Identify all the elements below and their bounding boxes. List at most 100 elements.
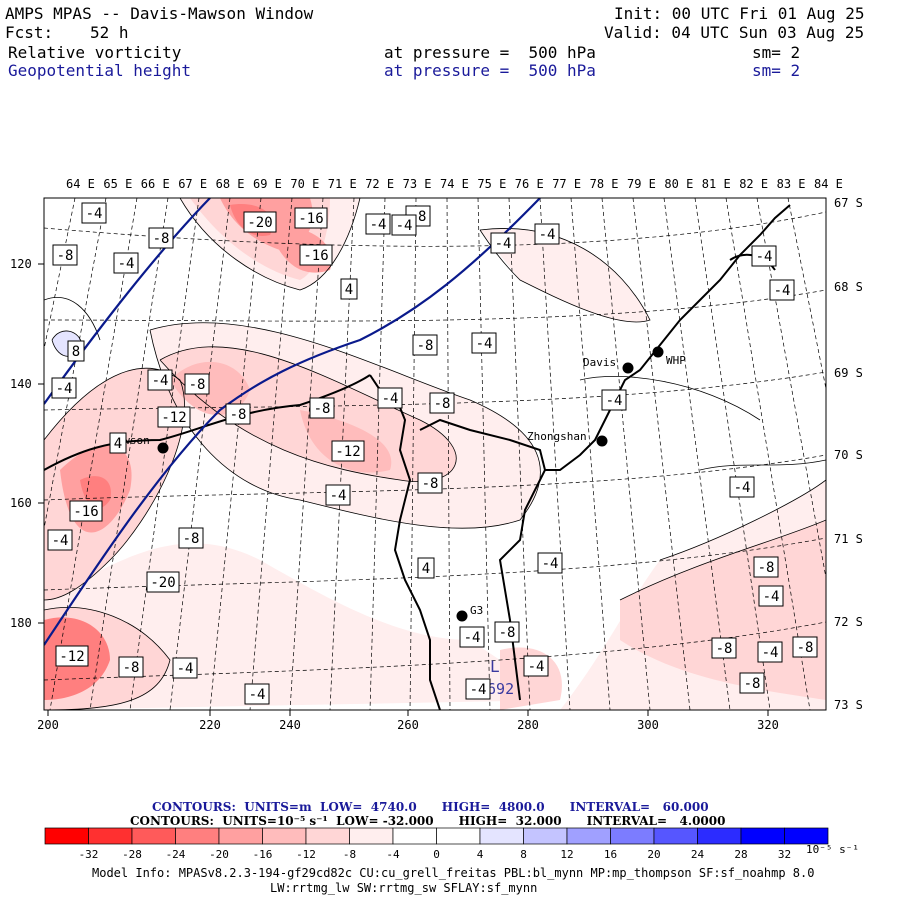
colorbar-label: 4 — [477, 848, 484, 861]
station-davis-marker — [622, 362, 634, 374]
map-title: AMPS MPAS -- Davis-Mawson Window — [5, 4, 314, 23]
x-tick-label: 220 — [199, 718, 221, 732]
svg-text:-4: -4 — [762, 645, 779, 661]
colorbar-cell — [697, 827, 742, 845]
svg-text:-4: -4 — [382, 391, 399, 407]
colorbar-cell — [523, 827, 568, 845]
svg-text:-4: -4 — [606, 393, 623, 409]
svg-text:4: 4 — [345, 282, 353, 298]
contour-label: -8 — [739, 672, 765, 694]
x-tick-label: 280 — [517, 718, 539, 732]
valid-time: Valid: 04 UTC Sun 03 Aug 25 — [604, 23, 865, 42]
colorbar-cell — [740, 827, 785, 845]
svg-text:-4: -4 — [756, 249, 773, 265]
svg-text:-8: -8 — [716, 641, 733, 657]
contour-label: -8 — [184, 373, 210, 395]
lon-label: 66 E — [141, 177, 170, 191]
colorbar-cell — [349, 827, 394, 845]
svg-text:-4: -4 — [249, 687, 266, 703]
station-label: G3 — [470, 604, 483, 617]
station-zhongshan-marker — [596, 435, 608, 447]
contour-label: -4 — [147, 369, 173, 391]
station-label: Zhongshan — [527, 430, 587, 443]
contour-label: -12 — [55, 645, 89, 667]
contour-label: -8 — [417, 472, 443, 494]
colorbar-label: -24 — [166, 848, 186, 861]
colorbar-cell — [479, 827, 524, 845]
colorbar: -32 -28 -24 -20 -16 -12 -8 -4 0 4 8 12 16 20 24 28 32 10… — [44, 827, 859, 861]
svg-text:-4: -4 — [774, 283, 791, 299]
lon-label: 77 E — [552, 177, 581, 191]
svg-text:-4: -4 — [177, 661, 194, 677]
contour-label: -4 — [325, 484, 351, 506]
contour-label: -4 — [465, 678, 491, 700]
contour-label: -12 — [331, 440, 365, 462]
lon-label: 68 E — [216, 177, 245, 191]
field1-smoothing: sm= 2 — [752, 43, 801, 62]
contour-label: -4 — [758, 585, 784, 607]
contour-label: -4 — [757, 641, 783, 663]
contour-label: -4 — [51, 377, 77, 399]
colorbar-label: 24 — [691, 848, 705, 861]
contour-label: 8 — [67, 340, 85, 362]
colorbar-label: 16 — [604, 848, 617, 861]
colorbar-label: -12 — [296, 848, 316, 861]
vorticity-contours — [44, 198, 826, 710]
contour-label: -4 — [172, 657, 198, 679]
svg-text:-4: -4 — [52, 533, 69, 549]
init-time: Init: 00 UTC Fri 01 Aug 25 — [614, 4, 865, 23]
svg-text:-4: -4 — [118, 256, 135, 272]
contour-label: -4 — [769, 279, 795, 301]
svg-text:-20: -20 — [247, 215, 272, 231]
x-tick-label: 240 — [279, 718, 301, 732]
contour-label: -8 — [412, 334, 438, 356]
graticule — [44, 198, 826, 710]
lon-label: 83 E — [777, 177, 806, 191]
contour-label: -16 — [294, 207, 328, 229]
contour-label: -4 — [377, 387, 403, 409]
lon-label: 78 E — [590, 177, 619, 191]
station-label: WHP — [666, 354, 686, 367]
colorbar-cell — [784, 827, 829, 845]
lon-label: 69 E — [253, 177, 282, 191]
contour-label: -4 — [471, 332, 497, 354]
x-tick-label: 260 — [397, 718, 419, 732]
x-tick-label: 200 — [37, 718, 59, 732]
station-markers — [157, 346, 664, 622]
lon-label: 75 E — [477, 177, 506, 191]
colorbar-cell — [305, 827, 350, 845]
svg-text:-4: -4 — [734, 480, 751, 496]
svg-text:-4: -4 — [330, 488, 347, 504]
contour-label: 4 — [109, 432, 127, 454]
svg-text:-8: -8 — [230, 407, 247, 423]
lon-label: 76 E — [515, 177, 544, 191]
colorbar-cell — [566, 827, 611, 845]
field2-pressure: at pressure = 500 hPa — [384, 61, 596, 80]
contour-label: -8 — [118, 656, 144, 678]
contours-height-info: CONTOURS: UNITS=m LOW= 4740.0 HIGH= 4800… — [152, 800, 709, 814]
svg-text:-4: -4 — [763, 589, 780, 605]
svg-text:-4: -4 — [370, 217, 387, 233]
model-info-line2: LW:rrtmg_lw SW:rrtmg_sw SFLAY:sf_mynn — [270, 881, 538, 895]
lon-label: 65 E — [103, 177, 132, 191]
contour-label: -8 — [711, 637, 737, 659]
colorbar-label: -16 — [253, 848, 273, 861]
contour-label: -8 — [52, 244, 78, 266]
forecast-label: Fcst: — [5, 23, 54, 42]
contour-label: -8 — [178, 527, 204, 549]
svg-text:4: 4 — [114, 436, 122, 452]
svg-text:-8: -8 — [57, 248, 74, 264]
colorbar-label: -32 — [79, 848, 99, 861]
colorbar-cell — [175, 827, 220, 845]
contour-label: -8 — [309, 397, 335, 419]
contour-label: -4 — [113, 252, 139, 274]
svg-text:-4: -4 — [495, 236, 512, 252]
svg-text:-16: -16 — [303, 248, 328, 264]
svg-text:-8: -8 — [422, 476, 439, 492]
svg-text:-12: -12 — [161, 410, 186, 426]
svg-text:-8: -8 — [434, 396, 451, 412]
svg-text:-8: -8 — [417, 338, 434, 354]
svg-text:-16: -16 — [73, 504, 98, 520]
colorbar-cell — [88, 827, 133, 845]
contours-vorticity-info: CONTOURS: UNITS=10⁻⁵ s⁻¹ LOW= -32.000 HI… — [130, 814, 726, 828]
